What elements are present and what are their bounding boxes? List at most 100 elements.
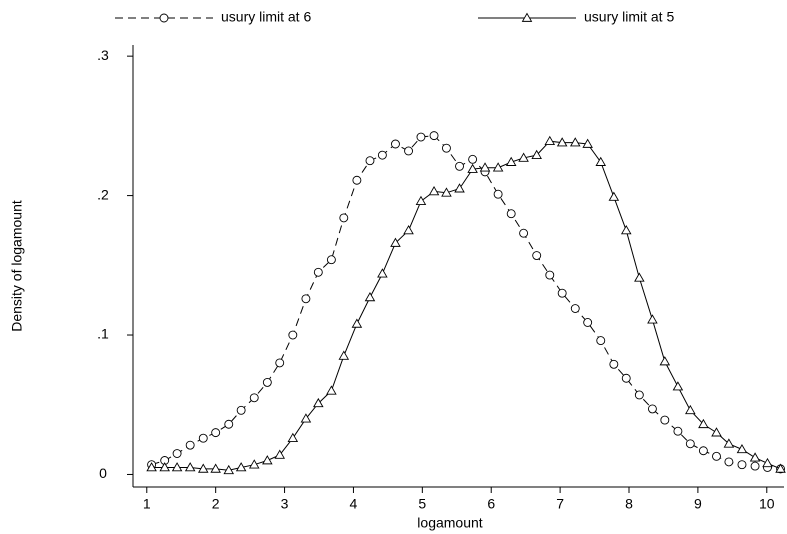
triangle-marker <box>659 356 671 366</box>
triangle-marker <box>364 291 376 302</box>
circle-marker <box>429 131 439 141</box>
triangle-marker <box>544 135 556 146</box>
triangle-marker <box>521 12 533 22</box>
triangle-marker <box>248 459 260 469</box>
circle-marker <box>377 150 387 160</box>
triangle-marker <box>775 463 786 473</box>
triangle-marker <box>159 462 170 472</box>
triangle-marker <box>518 152 529 162</box>
triangle-marker <box>582 138 593 148</box>
triangle-marker <box>428 185 440 196</box>
x-tick-label: 1 <box>143 496 151 512</box>
triangle-marker <box>595 156 607 166</box>
x-tick-label: 10 <box>759 496 775 512</box>
triangle-marker <box>762 457 773 468</box>
circle-marker <box>506 209 516 219</box>
circle-marker <box>455 161 464 171</box>
legend-label: usury limit at 5 <box>584 9 674 25</box>
triangle-marker <box>698 418 709 429</box>
triangle-marker <box>505 156 517 166</box>
triangle-marker <box>300 413 312 423</box>
triangle-marker <box>672 381 684 391</box>
circle-marker <box>211 428 221 438</box>
circle-marker <box>198 433 208 443</box>
triangle-marker <box>223 464 235 475</box>
circle-marker <box>416 132 426 142</box>
triangle-marker <box>287 432 299 443</box>
circle-marker <box>621 373 631 383</box>
circle-marker <box>673 426 683 436</box>
circle-marker <box>685 439 695 449</box>
circle-marker <box>262 377 272 387</box>
triangle-marker <box>441 187 452 197</box>
circle-marker <box>596 336 606 346</box>
circle-marker <box>609 359 619 369</box>
x-tick-label: 6 <box>487 496 495 512</box>
triangle-marker <box>556 137 568 147</box>
triangle-marker <box>415 195 427 205</box>
legend-entry: usury limit at 6 <box>115 9 311 25</box>
circle-marker <box>712 451 721 461</box>
x-axis-label: logamount <box>417 515 482 531</box>
circle-marker <box>545 270 555 280</box>
circle-marker <box>313 267 323 277</box>
circle-marker <box>750 461 760 471</box>
circle-marker <box>391 139 400 149</box>
circle-marker <box>583 318 593 327</box>
triangle-marker <box>197 463 209 473</box>
series <box>147 131 786 474</box>
y-tick-label: .2 <box>97 186 109 202</box>
triangle-marker <box>685 404 696 415</box>
triangle-marker <box>313 397 324 408</box>
triangle-marker <box>390 237 401 247</box>
circle-marker <box>159 13 169 23</box>
triangle-marker <box>620 225 632 235</box>
circle-marker <box>468 154 478 164</box>
circle-marker <box>660 415 670 425</box>
triangle-marker <box>711 427 722 437</box>
triangle-marker <box>634 272 645 282</box>
circle-marker <box>647 404 657 414</box>
series <box>146 135 786 475</box>
circle-marker <box>352 175 362 185</box>
circle-marker <box>634 390 644 400</box>
triangle-marker <box>262 455 273 465</box>
circle-marker <box>275 358 285 368</box>
triangle-marker <box>479 162 491 172</box>
triangle-marker <box>184 462 196 472</box>
x-tick-label: 8 <box>625 496 633 512</box>
circle-marker <box>339 213 349 223</box>
triangle-marker <box>492 162 504 172</box>
y-tick-label: 0 <box>99 465 107 481</box>
triangle-marker <box>531 149 542 159</box>
legend-label: usury limit at 6 <box>221 9 311 25</box>
circle-marker <box>441 143 451 153</box>
triangle-marker <box>647 314 658 324</box>
series-line <box>151 135 781 470</box>
circle-marker <box>698 446 708 456</box>
triangle-marker <box>608 191 620 201</box>
circle-marker <box>570 304 580 313</box>
x-tick-label: 3 <box>281 496 289 512</box>
y-axis-label: Density of logamount <box>9 200 25 332</box>
triangle-marker <box>467 163 478 173</box>
legend-entry: usury limit at 5 <box>478 9 674 25</box>
triangle-marker <box>338 350 350 360</box>
x-tick-label: 5 <box>418 496 426 512</box>
triangle-marker <box>749 452 761 462</box>
triangle-marker <box>326 385 337 395</box>
x-tick-label: 4 <box>350 496 358 512</box>
circle-marker <box>224 419 234 429</box>
triangle-marker <box>736 443 748 454</box>
y-tick-label: .1 <box>97 326 109 342</box>
triangle-marker <box>454 183 465 193</box>
circle-marker <box>185 440 195 450</box>
x-tick-label: 9 <box>694 496 702 512</box>
triangle-marker <box>146 462 157 472</box>
circle-marker <box>519 228 529 238</box>
triangle-marker <box>723 438 735 448</box>
triangle-marker <box>274 449 286 459</box>
triangle-marker <box>351 318 363 328</box>
triangle-marker <box>210 463 221 473</box>
triangle-marker <box>403 225 414 235</box>
